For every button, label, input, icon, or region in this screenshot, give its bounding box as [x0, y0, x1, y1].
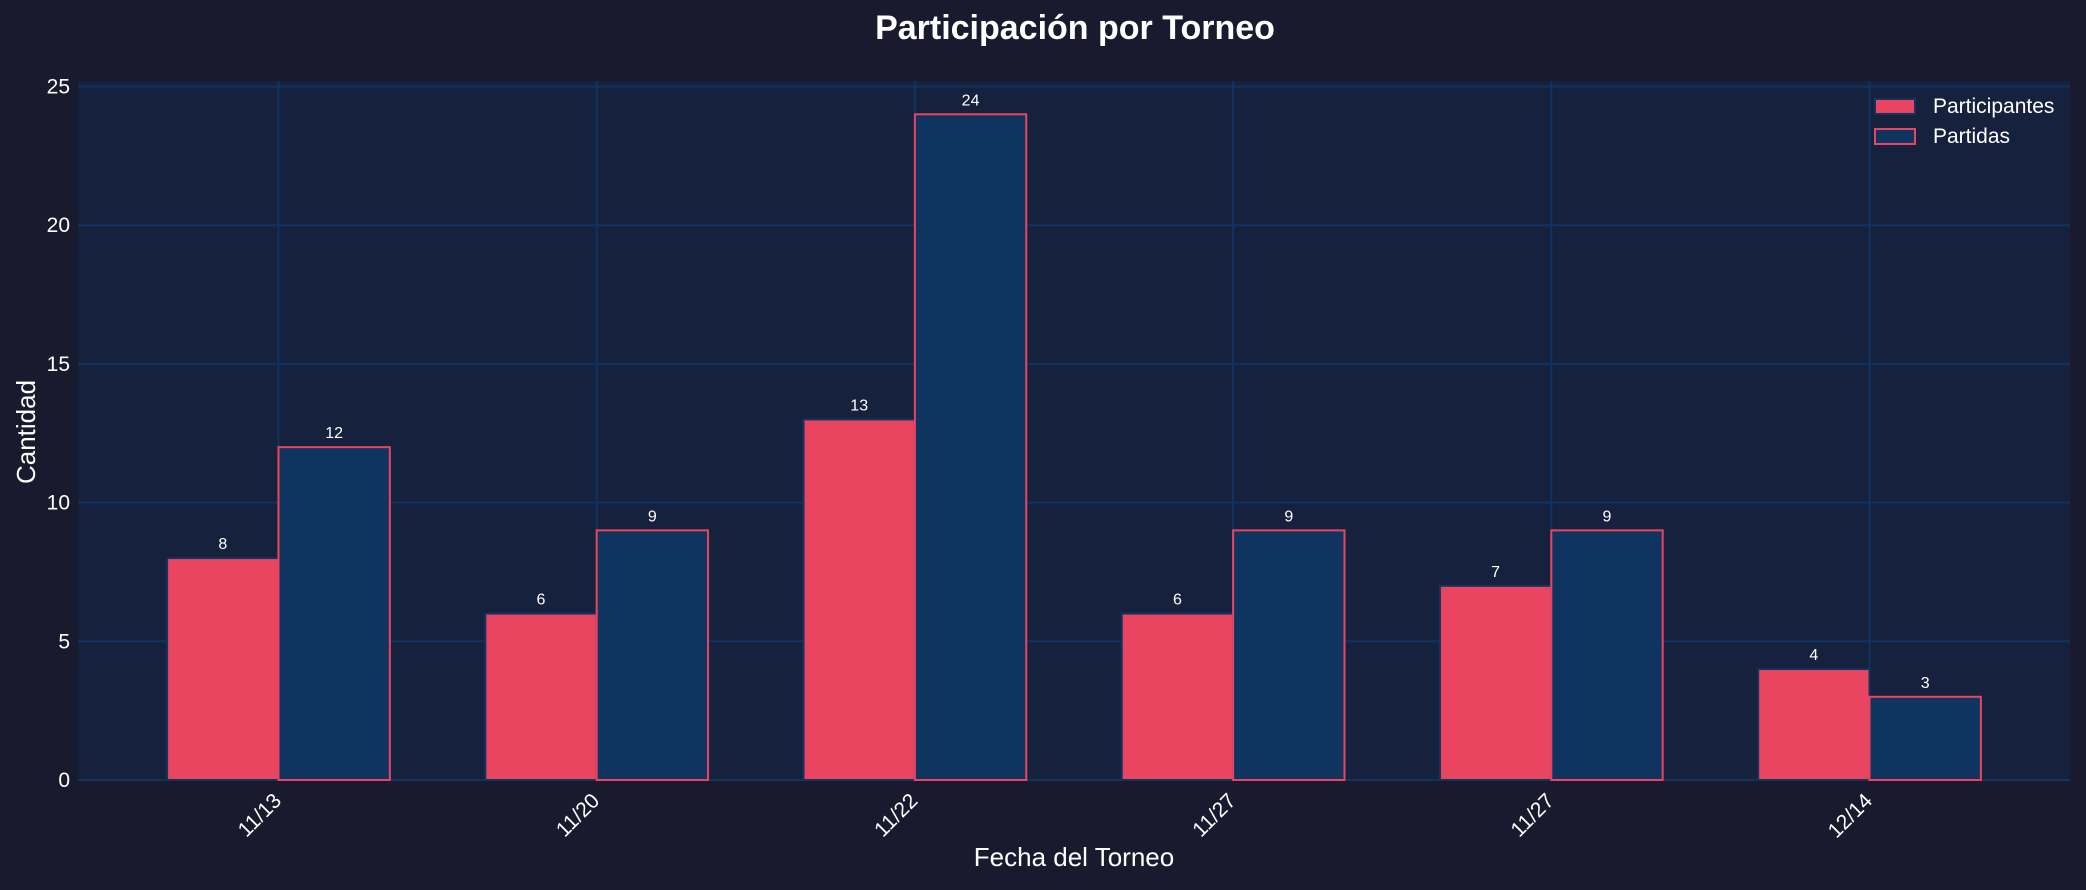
y-tick-label: 15	[47, 353, 70, 376]
bar-partidas	[1550, 529, 1664, 781]
y-tick-label: 10	[47, 492, 70, 515]
data-label: 3	[1921, 675, 1930, 692]
bars	[166, 113, 1982, 782]
data-label: 6	[1173, 592, 1182, 609]
bar-partidas	[595, 529, 710, 781]
y-tick-label: 20	[47, 214, 70, 237]
bar-partidas	[1232, 529, 1346, 781]
legend-swatch	[1874, 128, 1916, 145]
bar-partidas	[277, 446, 391, 781]
y-tick-label: 0	[58, 769, 70, 792]
data-labels: 8 12 6 9 13 24 6 9 7 9 4 3	[218, 92, 1930, 692]
bar-partidas	[913, 113, 1028, 782]
y-tick-label: 5	[58, 630, 70, 653]
legend-swatch	[1874, 98, 1916, 115]
data-label: 7	[1491, 564, 1500, 581]
data-label: 6	[537, 592, 546, 609]
y-axis-label: Cantidad	[11, 380, 41, 484]
data-label: 8	[218, 536, 227, 553]
data-label: 9	[1284, 508, 1293, 525]
data-label: 12	[325, 425, 343, 442]
data-label: 9	[648, 508, 657, 525]
bar-participantes	[802, 418, 916, 781]
bar-partidas	[1868, 695, 1982, 781]
data-label: 24	[962, 92, 980, 109]
data-label: 9	[1603, 508, 1612, 525]
data-label: 13	[850, 397, 868, 414]
legend-label: Partidas	[1933, 125, 2010, 148]
y-axis-ticks: 0 5 10 15 20 25	[47, 76, 70, 792]
y-tick-label: 25	[47, 76, 70, 99]
chart-title: Participación por Torneo	[875, 9, 1275, 47]
bar-participantes	[1120, 612, 1235, 781]
bar-participantes	[1757, 668, 1871, 781]
bar-participantes	[166, 557, 280, 781]
legend-label: Participantes	[1933, 95, 2054, 118]
x-axis-label: Fecha del Torneo	[974, 842, 1174, 872]
bar-participantes	[1438, 584, 1553, 781]
legend: Participantes Partidas	[1874, 95, 2054, 148]
plot-area	[78, 81, 2070, 780]
data-label: 4	[1809, 647, 1818, 664]
bar-participantes	[484, 612, 598, 781]
